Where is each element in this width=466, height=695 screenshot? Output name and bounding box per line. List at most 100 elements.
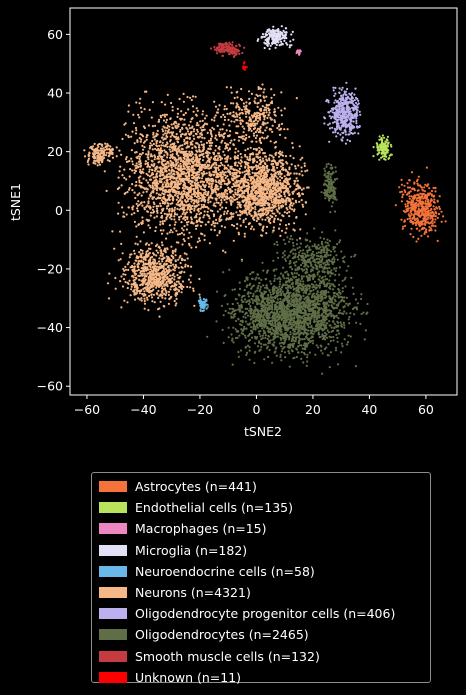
data-point	[195, 219, 198, 222]
data-point	[297, 184, 300, 187]
data-point	[274, 161, 277, 164]
data-point	[164, 145, 167, 148]
data-point	[93, 157, 96, 160]
data-point	[216, 210, 219, 213]
data-point	[406, 204, 409, 207]
data-point	[408, 195, 411, 198]
data-point	[284, 136, 287, 139]
data-point	[264, 180, 267, 183]
data-point	[174, 221, 177, 224]
data-point	[169, 138, 172, 142]
data-point	[233, 120, 236, 123]
data-point	[236, 154, 240, 157]
data-point	[142, 171, 145, 174]
data-point	[190, 265, 193, 268]
data-point	[166, 232, 169, 235]
data-point	[206, 181, 209, 184]
data-point	[151, 300, 154, 303]
data-point	[198, 219, 201, 222]
data-point	[136, 204, 140, 207]
data-point	[144, 140, 147, 143]
data-point	[138, 163, 141, 166]
data-point	[245, 172, 248, 175]
data-point	[124, 280, 127, 284]
data-point	[129, 294, 132, 297]
data-point	[411, 187, 414, 190]
data-point	[162, 207, 165, 210]
data-point	[224, 196, 227, 199]
data-point	[210, 228, 213, 231]
data-point	[180, 215, 183, 218]
data-point	[108, 272, 111, 275]
data-point	[151, 160, 154, 163]
data-point	[379, 143, 382, 146]
data-point	[283, 191, 286, 194]
data-point	[287, 178, 290, 181]
data-point	[424, 183, 427, 186]
data-point	[155, 172, 158, 175]
data-point	[253, 218, 256, 221]
data-point	[248, 212, 251, 215]
data-point	[281, 36, 284, 39]
data-point	[420, 202, 423, 205]
data-point	[278, 212, 281, 215]
data-point	[264, 171, 267, 174]
data-point	[221, 139, 224, 142]
data-point	[161, 174, 164, 177]
data-point	[203, 137, 206, 140]
data-point	[184, 133, 187, 136]
data-point	[144, 262, 147, 265]
data-point	[151, 273, 154, 276]
data-point	[258, 199, 261, 203]
data-point	[287, 199, 290, 202]
data-point	[258, 137, 262, 140]
data-point	[272, 25, 275, 28]
data-point	[133, 142, 136, 145]
data-point	[151, 255, 154, 259]
data-point	[161, 141, 164, 144]
data-point	[158, 315, 161, 318]
data-point	[166, 198, 169, 201]
data-point	[134, 283, 137, 286]
data-point	[116, 187, 119, 191]
data-point	[250, 114, 253, 117]
data-point	[235, 102, 238, 105]
data-point	[270, 169, 274, 172]
data-point	[419, 195, 423, 198]
data-point	[294, 165, 297, 168]
data-point	[93, 152, 96, 155]
data-point	[418, 229, 421, 232]
data-point	[199, 132, 202, 135]
data-point	[283, 128, 286, 131]
data-point	[404, 203, 407, 206]
data-point	[146, 210, 150, 213]
data-point	[134, 276, 138, 279]
data-point	[298, 200, 301, 203]
data-point	[254, 136, 257, 140]
data-point	[197, 164, 200, 167]
data-point	[412, 235, 415, 239]
data-point	[166, 160, 169, 163]
data-point	[265, 34, 268, 37]
data-point	[256, 39, 259, 43]
data-point	[171, 105, 174, 109]
data-point	[208, 172, 211, 175]
data-point	[145, 296, 149, 299]
data-point	[182, 167, 185, 170]
data-point	[138, 102, 141, 105]
data-point	[280, 168, 284, 171]
data-point	[266, 173, 269, 176]
data-point	[273, 174, 277, 177]
data-point	[173, 283, 176, 286]
data-point	[406, 186, 410, 189]
data-point	[287, 190, 290, 193]
data-point	[176, 274, 179, 277]
data-point	[173, 206, 177, 209]
data-point	[225, 217, 229, 220]
data-point	[299, 158, 302, 161]
data-point	[200, 177, 204, 180]
data-point	[139, 106, 143, 109]
data-point	[428, 225, 431, 229]
data-point	[296, 179, 299, 182]
data-point	[169, 274, 172, 277]
